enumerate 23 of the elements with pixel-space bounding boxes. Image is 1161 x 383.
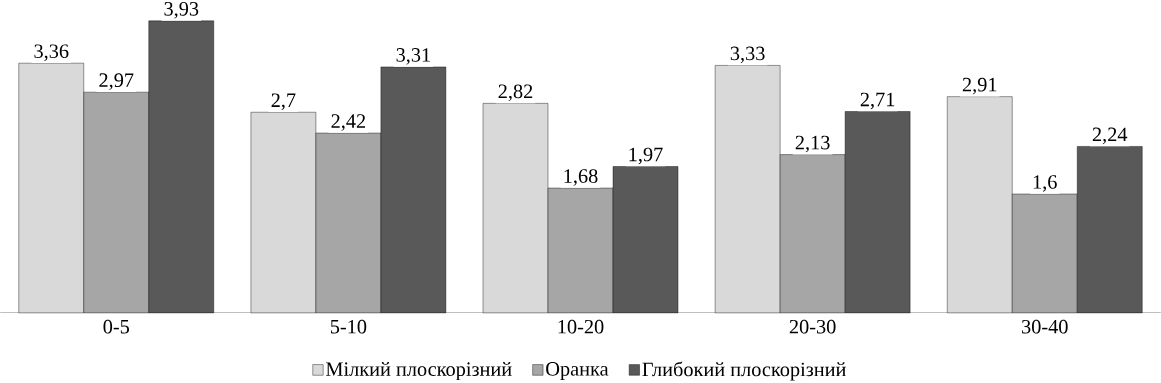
x-tick-label: 10-20 (558, 319, 604, 334)
data-label: 3,31 (396, 48, 430, 65)
data-label: 1,97 (629, 147, 663, 165)
data-label: 2,71 (860, 92, 895, 110)
legend-label: Мілкий плоскорізний (326, 361, 512, 380)
x-tick-label: 5-10 (330, 319, 367, 334)
data-label: 2,13 (795, 135, 830, 153)
data-label: 2,42 (331, 114, 366, 131)
x-tick-label: 30-40 (1022, 319, 1068, 334)
data-label: 1,68 (564, 169, 598, 186)
data-label: 3,93 (164, 1, 199, 19)
data-label: 1,6 (1033, 175, 1057, 192)
data-label: 2,82 (498, 84, 533, 101)
legend-label: Оранка (546, 362, 609, 380)
data-label: 2,24 (1092, 127, 1128, 145)
data-label: 2,97 (99, 73, 134, 90)
data-label: 2,91 (962, 77, 997, 95)
x-tick-label: 0-5 (103, 319, 130, 334)
data-label: 3,33 (730, 46, 765, 64)
legend-label: Глибокий плоскорізний (642, 361, 846, 381)
x-tick-label: 20-30 (789, 319, 836, 334)
data-label: 3,36 (34, 44, 69, 61)
data-label: 2,7 (271, 93, 296, 110)
